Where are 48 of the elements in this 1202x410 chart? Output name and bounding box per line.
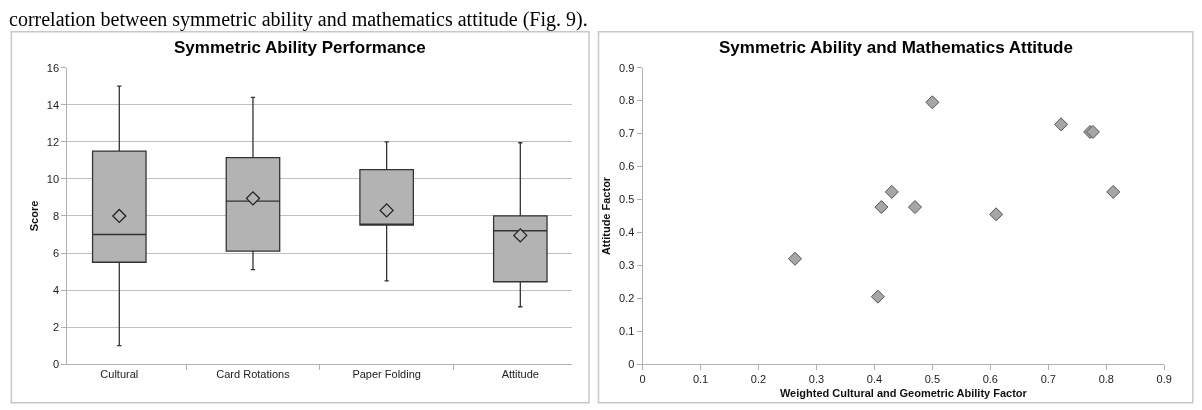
y-axis-title: Score (27, 200, 40, 232)
y-tick-label: 6 (52, 246, 60, 259)
chart-title: Symmetric Ability and Mathematics Attitude (719, 38, 1073, 57)
point (874, 200, 889, 215)
y-tick-label: 0.9 (619, 61, 635, 74)
y-axis-title: Attitude Factor (599, 176, 612, 256)
x-tick-label: 0.2 (750, 373, 767, 386)
x-tick-label: 0.9 (1156, 373, 1172, 386)
y-tick-label: 2 (52, 320, 60, 333)
x-tick-label: 0.6 (982, 373, 998, 386)
x-tick-label: Card Rotations (216, 368, 291, 381)
y-tick-label: 12 (46, 135, 60, 148)
x-tick-label: 0.3 (808, 373, 825, 386)
x-tick-label: 0.1 (692, 373, 709, 386)
point (1106, 184, 1121, 199)
y-tick-label: 10 (46, 172, 60, 185)
point (989, 207, 1004, 222)
x-tick-label: 0.7 (1040, 373, 1056, 386)
y-tick-label: 0 (52, 358, 60, 371)
y-tick-label: 0.3 (619, 259, 635, 272)
x-tick-label: Attitude (501, 368, 539, 381)
y-tick-label: 0.4 (619, 226, 635, 239)
x-tick-label: Paper Folding (352, 368, 421, 381)
y-tick-label: 0.8 (619, 94, 635, 107)
y-tick-label: 14 (46, 98, 60, 111)
text: correlation between symmetric ability and mathematics attitude (Fig. 9). (9, 8, 588, 31)
y-tick-label: 0.6 (619, 160, 635, 173)
y-tick-label: 8 (52, 209, 60, 222)
y-tick-label: 16 (46, 61, 60, 74)
point (884, 184, 899, 199)
x-tick-label: 0.8 (1098, 373, 1114, 386)
y-tick-label: 0.7 (619, 127, 635, 140)
point (788, 251, 803, 266)
point (925, 95, 940, 110)
x-tick-label: Cultural (100, 368, 139, 381)
x-tick-label: 0.4 (866, 373, 883, 386)
y-tick-label: 0.2 (619, 292, 635, 305)
point (870, 289, 885, 304)
x-tick-label: 0.5 (924, 373, 941, 386)
y-tick-label: 4 (52, 283, 60, 296)
chart-title: Symmetric Ability Performance (174, 38, 426, 57)
point (907, 200, 922, 215)
y-tick-label: 0.1 (619, 325, 635, 338)
point (1054, 117, 1069, 132)
x-axis-title: Weighted Cultural and Geometric Ability Factor (779, 386, 1028, 399)
y-tick-label: 0.5 (619, 193, 635, 206)
x-tick-label: 0 (639, 373, 646, 386)
y-tick-label: 0 (628, 358, 635, 371)
